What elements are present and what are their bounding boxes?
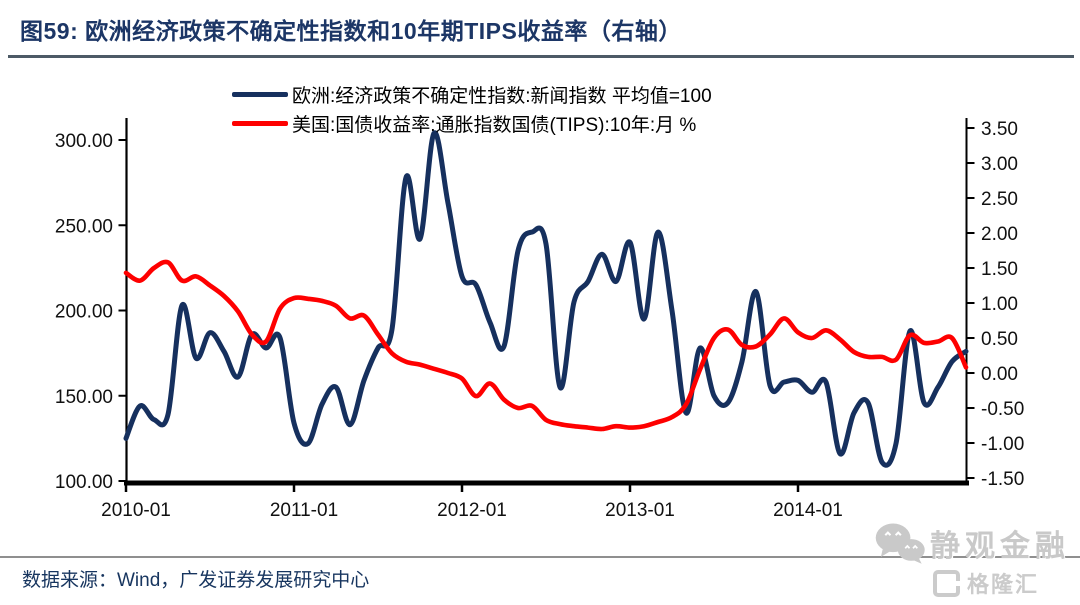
watermark-wechat: 静观金融 xyxy=(874,521,1070,565)
chart-title: 图59: 欧洲经济政策不确定性指数和10年期TIPS收益率（右轴） xyxy=(20,18,682,44)
x-axis-tick-label: 2012-01 xyxy=(437,500,507,521)
watermark-site-name: 格隆汇 xyxy=(967,572,1040,597)
right-axis-tick-label: 0.00 xyxy=(981,364,1018,385)
right-axis-tick-label: -1.00 xyxy=(981,434,1024,455)
legend-line-swatch-us xyxy=(232,121,288,126)
left-axis-tick-label: 150.00 xyxy=(55,387,113,408)
x-axis-tick-label: 2014-01 xyxy=(773,500,843,521)
series-line-europe-epu xyxy=(123,130,969,468)
left-axis-tick-label: 300.00 xyxy=(55,131,113,152)
wechat-icon xyxy=(875,523,925,564)
watermark-wechat-name: 静观金融 xyxy=(930,530,1070,563)
right-axis-tick-label: 1.50 xyxy=(981,259,1018,280)
legend-label-us: 美国:国债收益率:通胀指数国债(TIPS):10年:月 % xyxy=(292,115,697,136)
legend: 欧洲:经济政策不确定性指数:新闻指数 平均值=100 美国:国债收益率:通胀指数… xyxy=(232,80,712,138)
right-axis-tick-label: 0.50 xyxy=(981,329,1018,350)
legend-label-europe: 欧洲:经济政策不确定性指数:新闻指数 平均值=100 xyxy=(292,86,712,107)
legend-item-europe-epu: 欧洲:经济政策不确定性指数:新闻指数 平均值=100 xyxy=(232,80,712,109)
watermark-site: 格隆汇 xyxy=(933,567,1039,599)
x-axis-tick-label: 2010-01 xyxy=(101,500,171,521)
right-axis-tick-label: 3.50 xyxy=(981,119,1018,140)
gelonghui-logo-icon xyxy=(933,569,960,597)
right-axis-tick-label: 1.00 xyxy=(981,294,1018,315)
legend-line-swatch-europe xyxy=(232,92,288,97)
right-axis-tick-label: 2.50 xyxy=(981,189,1018,210)
right-axis-tick-label: -1.50 xyxy=(981,469,1024,490)
right-axis-tick-label: -0.50 xyxy=(981,399,1024,420)
title-rule xyxy=(8,55,1074,58)
left-axis-tick-label: 200.00 xyxy=(55,302,113,323)
legend-item-us-tips: 美国:国债收益率:通胀指数国债(TIPS):10年:月 % xyxy=(232,109,712,138)
right-axis-tick-label: 2.00 xyxy=(981,224,1018,245)
left-axis-tick-label: 100.00 xyxy=(55,472,113,493)
data-source-text: 数据来源：Wind，广发证券发展研究中心 xyxy=(22,570,370,591)
series-line-us-tips xyxy=(123,259,969,432)
footer-rule xyxy=(0,556,1080,558)
x-axis-tick-label: 2013-01 xyxy=(605,500,675,521)
left-axis-tick-label: 250.00 xyxy=(55,216,113,237)
x-axis-tick-label: 2011-01 xyxy=(270,500,338,521)
right-axis-tick-label: 3.00 xyxy=(981,154,1018,175)
